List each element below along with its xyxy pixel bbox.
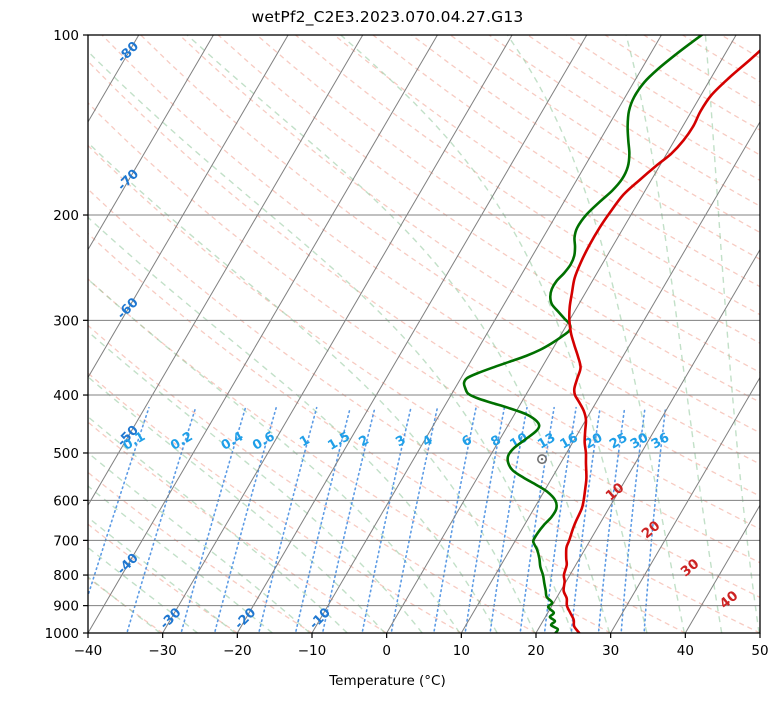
moist-adiabat-lines: [88, 35, 760, 633]
x-tick-label: −10: [298, 643, 327, 659]
lcl-marker: [537, 454, 548, 465]
x-axis-label: Temperature (°C): [329, 673, 446, 689]
dry-adiabat-lines: [88, 35, 760, 633]
lcl-marker-circle: [537, 454, 548, 465]
x-tick-label: 40: [677, 643, 694, 659]
plot-background: [88, 35, 760, 633]
x-axis-ticks: −40 −30 −20 −10 0 10 20 30 40 50: [74, 633, 769, 659]
mixing-ratio-lines: [88, 406, 667, 633]
y-tick-label: 800: [53, 568, 79, 584]
dewpoint-line: [462, 35, 704, 633]
y-tick-label: 1000: [45, 626, 79, 642]
plot-border: [87, 34, 761, 634]
y-tick-label: 500: [53, 446, 79, 462]
y-tick-label: 200: [53, 208, 79, 224]
x-tick-label: −40: [74, 643, 103, 659]
x-tick-label: 20: [527, 643, 544, 659]
chart-title: wetPf2_C2E3.2023.070.04.27.G13: [251, 8, 524, 26]
lcl-marker-dot: [540, 457, 544, 461]
y-tick-label: 900: [53, 599, 79, 615]
y-tick-label: 300: [53, 313, 79, 329]
x-tick-label: 30: [602, 643, 619, 659]
x-tick-label: 50: [751, 643, 768, 659]
pressure-gridlines: [88, 35, 760, 633]
y-tick-label: 600: [53, 493, 79, 509]
x-tick-label: 0: [382, 643, 391, 659]
y-tick-label: 700: [53, 533, 79, 549]
temperature-line: [562, 48, 760, 633]
temperature-profile: [562, 48, 760, 633]
x-tick-label: −20: [223, 643, 252, 659]
x-tick-label: 10: [453, 643, 470, 659]
y-axis-ticks: 100 200 300 400 500 600 700 800 900 1000: [45, 28, 88, 642]
y-tick-label: 400: [53, 388, 79, 404]
isotherm-lines: [88, 35, 760, 633]
dewpoint-profile: [462, 35, 704, 633]
x-tick-label: −30: [148, 643, 177, 659]
y-tick-label: 100: [53, 28, 79, 44]
